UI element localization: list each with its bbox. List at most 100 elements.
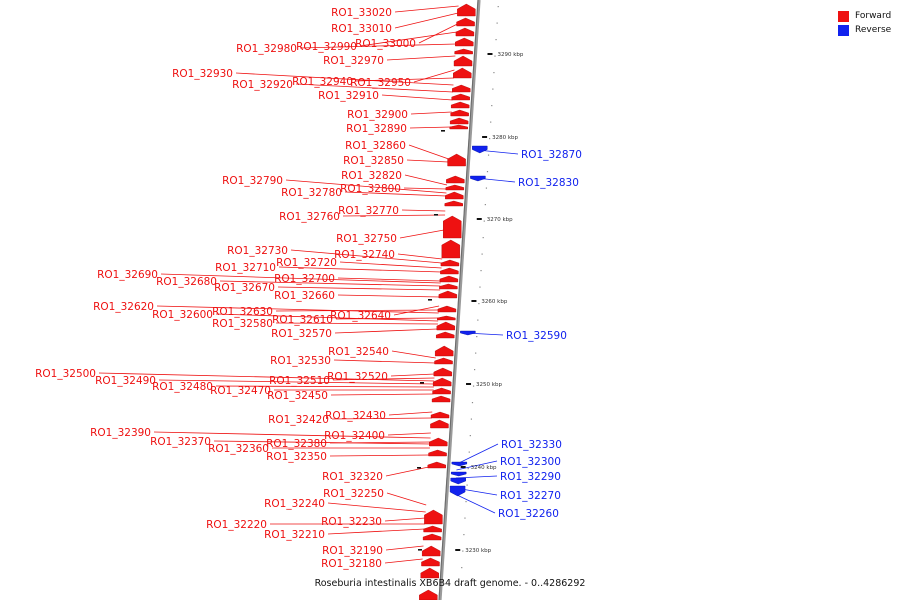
gene-arrow-reverse	[450, 477, 466, 485]
gene-arrow-reverse	[449, 485, 466, 497]
label-connector	[403, 187, 447, 190]
legend-reverse: Reverse	[838, 23, 891, 37]
axis-tick	[455, 549, 461, 551]
label-connector	[394, 12, 459, 29]
label-connector	[386, 55, 456, 61]
gene-label-forward: RO1_32420	[268, 414, 329, 426]
label-connector	[330, 393, 434, 396]
gene-label-forward: RO1_32610	[272, 314, 333, 326]
gene-label-forward: RO1_32640	[330, 310, 391, 322]
gene-arrow-forward	[447, 153, 466, 167]
gene-label-reverse: RO1_32830	[518, 177, 579, 189]
axis-dot	[468, 451, 470, 453]
label-connector	[388, 411, 433, 416]
gene-label-forward: RO1_32890	[346, 123, 407, 135]
position-marker	[441, 130, 445, 132]
label-connector	[410, 111, 452, 115]
gene-arrow-forward	[420, 567, 439, 579]
axis-dot	[482, 237, 484, 239]
label-connector	[404, 174, 448, 186]
axis-dot	[491, 105, 493, 107]
gene-arrow-forward	[446, 175, 465, 184]
label-connector	[408, 144, 449, 160]
axis-dot	[475, 352, 477, 354]
legend-forward-label: Forward	[855, 11, 892, 21]
label-connector	[413, 69, 455, 83]
axis-tick-label: 3270 kbp	[487, 217, 513, 223]
axis-tick	[471, 300, 477, 302]
axis-dot	[487, 154, 490, 156]
gene-label-forward: RO1_32700	[274, 273, 335, 285]
gene-label-forward: RO1_32750	[336, 233, 397, 245]
axis-dot	[476, 336, 478, 338]
gene-label-forward: RO1_32250	[323, 488, 384, 500]
label-connector	[384, 558, 423, 564]
gene-arrow-forward	[453, 67, 472, 79]
gene-label-reverse: RO1_32290	[500, 471, 561, 483]
gene-arrow-forward	[439, 283, 458, 290]
gene-arrow-forward	[437, 305, 457, 313]
legend-forward-swatch	[838, 10, 849, 22]
gene-arrow-forward	[440, 267, 459, 275]
gene-arrow-forward	[444, 200, 463, 207]
axis-dot	[489, 138, 491, 140]
label-connector	[327, 528, 425, 535]
gene-arrow-forward	[441, 239, 461, 259]
label-connector	[418, 23, 458, 44]
genome-backbone	[438, 0, 481, 600]
gene-label-forward: RO1_32320	[322, 471, 383, 483]
axis-tick	[460, 466, 466, 468]
gene-label-forward: RO1_32380	[266, 438, 327, 450]
gene-label-forward: RO1_32790	[222, 175, 283, 187]
gene-label-forward: RO1_32360	[208, 443, 269, 455]
gene-label-forward: RO1_32400	[324, 430, 385, 442]
gene-label-forward: RO1_32920	[232, 79, 293, 91]
gene-arrow-forward	[428, 449, 447, 457]
label-connector	[359, 31, 457, 47]
label-connector	[394, 5, 459, 13]
label-connector	[455, 475, 498, 479]
axis-dot	[466, 484, 468, 486]
gene-label-forward: RO1_32980	[236, 43, 297, 55]
gene-label-forward: RO1_32370	[150, 436, 211, 448]
gene-arrow-forward	[436, 321, 456, 331]
gene-arrow-forward	[423, 525, 442, 533]
label-connector	[337, 294, 440, 298]
label-connector	[335, 317, 439, 320]
gene-label-forward: RO1_33010	[331, 23, 392, 35]
gene-arrow-forward	[421, 557, 440, 567]
axis-tick	[476, 218, 482, 220]
label-connector	[344, 191, 447, 197]
axis-dot	[467, 468, 469, 470]
gene-arrow-forward	[437, 315, 456, 321]
gene-arrow-forward	[433, 367, 453, 377]
gene-label-reverse: RO1_32870	[521, 149, 582, 161]
gene-label-forward: RO1_32240	[264, 498, 325, 510]
genome-caption: Roseburia intestinalis XB6B4 draft genom…	[314, 578, 586, 589]
legend-forward: Forward	[838, 9, 891, 23]
gene-arrow-forward	[431, 395, 451, 403]
gene-arrow-forward	[432, 387, 451, 395]
axis-dot	[490, 121, 492, 123]
gene-arrow-forward	[456, 17, 475, 27]
axis-dot	[479, 286, 481, 288]
axis-dot	[492, 88, 494, 90]
label-connector	[160, 273, 441, 284]
label-connector	[406, 159, 449, 163]
gene-arrow-forward	[424, 509, 443, 525]
gene-arrow-reverse	[472, 145, 488, 154]
label-connector	[334, 328, 438, 334]
gene-label-forward: RO1_32630	[212, 306, 273, 318]
axis-dot	[484, 204, 486, 206]
gene-arrow-forward	[449, 117, 469, 125]
position-marker	[418, 549, 422, 551]
gene-arrow-reverse	[451, 461, 468, 467]
gene-label-forward: RO1_32180	[321, 558, 382, 570]
gene-label-forward: RO1_32430	[325, 410, 386, 422]
gene-label-forward: RO1_32940	[292, 76, 353, 88]
axis-dot	[471, 402, 474, 404]
gene-label-forward: RO1_32730	[227, 245, 288, 257]
gene-arrow-forward	[455, 27, 475, 37]
gene-label-forward: RO1_32780	[281, 187, 342, 199]
